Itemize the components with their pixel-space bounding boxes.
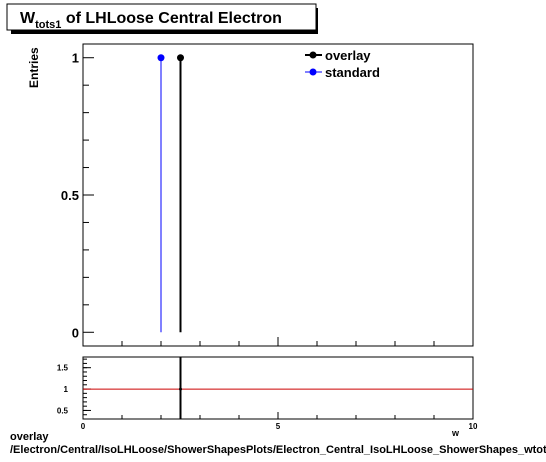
- ratio-y-tick-label: 1.5: [57, 364, 69, 373]
- series-overlay-marker: [177, 54, 184, 62]
- main-y-tick-label: 1: [72, 51, 79, 66]
- legend: overlay standard: [305, 48, 380, 80]
- legend-standard-marker: [309, 68, 317, 76]
- title-rest: of LHLoose Central Electron: [61, 10, 281, 27]
- ratio-x-ticks: 0 5 10: [81, 412, 478, 431]
- main-y-ticks: 00.51: [61, 51, 94, 340]
- ratio-x-tick-label: 10: [469, 422, 478, 431]
- title-main: W: [20, 10, 36, 27]
- ratio-marker-point: [179, 387, 182, 391]
- main-y-tick-label: 0.5: [61, 188, 79, 203]
- main-frame: [82, 43, 474, 347]
- footer-line-1: overlay: [10, 431, 49, 443]
- ratio-x-tick-label: 0: [81, 422, 86, 431]
- series-standard-marker: [157, 54, 165, 62]
- ratio-series: [83, 357, 473, 419]
- ratio-y-tick-label: 0.5: [57, 406, 69, 415]
- ratio-frame: [82, 356, 474, 420]
- main-panel: Entries 00.51: [27, 43, 474, 347]
- footer-line-2: /Electron/Central/IsoLHLoose/ShowerShape…: [10, 444, 546, 456]
- legend-overlay-marker: [309, 51, 317, 59]
- legend-standard-label: standard: [325, 65, 380, 80]
- legend-overlay-label: overlay: [325, 48, 371, 63]
- x-axis-label: w: [451, 428, 460, 438]
- ratio-y-tick-label: 1: [64, 385, 69, 394]
- footer-caption: overlay /Electron/Central/IsoLHLoose/Sho…: [10, 431, 546, 457]
- main-series: [157, 54, 184, 333]
- y-axis-label: Entries: [27, 47, 41, 88]
- title-box: Wtots1 of LHLoose Central Electron: [6, 3, 318, 34]
- svg-text:Wtots1 of LHLoose Central Ele: Wtots1 of LHLoose Central Electron: [20, 10, 282, 31]
- ratio-panel: 0.5 1 1.5 0 5 10 w: [57, 356, 478, 438]
- title-subscript: tots1: [35, 19, 61, 31]
- ratio-x-tick-label: 5: [276, 422, 281, 431]
- main-y-tick-label: 0: [72, 325, 79, 340]
- main-x-ticks: [82, 337, 474, 346]
